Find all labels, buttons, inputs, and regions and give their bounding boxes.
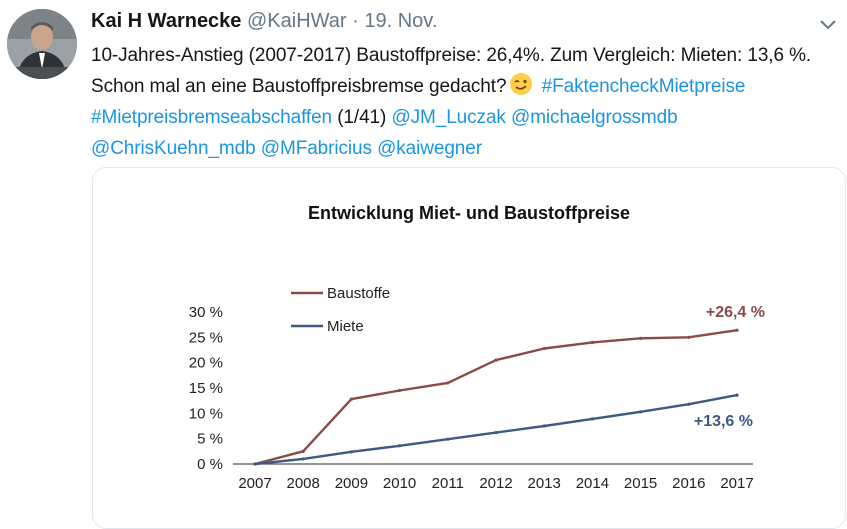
- x-tick-label: 2017: [720, 475, 753, 492]
- data-point-miete: [398, 444, 402, 448]
- avatar[interactable]: [7, 9, 77, 79]
- data-point-miete: [687, 402, 691, 406]
- data-point-miete: [735, 393, 739, 397]
- y-tick-label: 25 %: [189, 329, 223, 346]
- data-point-baustoffe: [398, 388, 402, 393]
- mention-mfabricius[interactable]: @MFabricius: [260, 138, 372, 159]
- x-tick-label: 2011: [432, 475, 464, 492]
- data-point-miete: [590, 417, 594, 421]
- legend-label-baustoffe: Baustoffe: [327, 285, 390, 302]
- mention-chriskuehn-mdb[interactable]: @ChrisKuehn_mdb: [91, 138, 256, 159]
- chart-title: Entwicklung Miet- und Baustoffpreise: [307, 203, 630, 223]
- x-tick-label: 2010: [383, 475, 416, 492]
- end-label-miete: +13,6 %: [694, 413, 753, 430]
- data-point-baustoffe: [494, 358, 498, 362]
- y-tick-label: 10 %: [189, 405, 223, 422]
- y-tick-label: 0 %: [197, 456, 223, 473]
- y-tick-label: 30 %: [189, 304, 223, 321]
- mention-michaelgrossmdb[interactable]: @michaelgrossmdb: [511, 107, 678, 128]
- data-point-baustoffe: [349, 397, 353, 401]
- data-point-baustoffe: [301, 449, 305, 453]
- mention-kaiwegner[interactable]: @kaiwegner: [377, 138, 482, 159]
- y-tick-label: 15 %: [189, 380, 223, 397]
- chevron-down-icon[interactable]: [818, 18, 838, 32]
- data-point-baustoffe: [446, 381, 450, 385]
- mention-jm-luczak[interactable]: @JM_Luczak: [391, 107, 506, 128]
- data-point-miete: [639, 410, 643, 414]
- x-tick-label: 2013: [528, 475, 561, 492]
- tweet-body: 10-Jahres-Anstieg (2007-2017) Baustoffpr…: [91, 45, 812, 97]
- y-tick-label: 5 %: [197, 431, 223, 448]
- tweet-text: 10-Jahres-Anstieg (2007-2017) Baustoffpr…: [91, 40, 836, 164]
- series-line-miete: [254, 393, 738, 466]
- data-point-miete: [494, 430, 498, 435]
- author-handle[interactable]: @KaiHWar: [247, 10, 347, 32]
- series-line-baustoffe: [254, 329, 738, 466]
- data-point-baustoffe: [735, 328, 739, 332]
- x-tick-label: 2012: [479, 475, 512, 492]
- y-tick-label: 20 %: [189, 355, 223, 372]
- hashtag-faktencheck[interactable]: #FaktencheckMietpreise: [541, 76, 746, 97]
- thread-count: (1/41): [337, 107, 387, 128]
- data-point-miete: [446, 437, 450, 441]
- x-tick-label: 2009: [335, 475, 368, 492]
- x-tick-label: 2008: [287, 475, 320, 492]
- data-point-miete: [542, 424, 546, 428]
- data-point-miete: [253, 462, 257, 466]
- data-point-baustoffe: [590, 340, 594, 344]
- x-tick-label: 2014: [576, 475, 609, 492]
- x-tick-label: 2007: [238, 475, 271, 492]
- wink-emoji-icon: [509, 72, 533, 96]
- end-label-baustoffe: +26,4 %: [706, 304, 765, 321]
- line-chart: 0 % 5 % 10 % 15 % 20 % 25 % 30 % 2007 2008 2009 20…: [189, 285, 765, 492]
- avatar-photo: [7, 9, 77, 79]
- separator-dot: ·: [352, 10, 359, 32]
- data-point-miete: [349, 450, 353, 454]
- hashtag-mietpreisbremse[interactable]: #Mietpreisbremseabschaffen: [91, 107, 333, 128]
- data-point-baustoffe: [542, 346, 546, 351]
- tweet-date[interactable]: 19. Nov.: [364, 10, 438, 32]
- data-point-baustoffe: [687, 335, 691, 339]
- x-tick-label: 2016: [672, 475, 705, 492]
- data-point-baustoffe: [639, 336, 643, 340]
- legend-label-miete: Miete: [327, 318, 364, 335]
- tweet-header: Kai H Warnecke @KaiHWar · 19. Nov.: [91, 8, 437, 34]
- author-name[interactable]: Kai H Warnecke: [91, 10, 242, 32]
- media-card[interactable]: Entwicklung Miet- und Baustoffpreise 0 %…: [92, 167, 846, 529]
- data-point-miete: [301, 457, 305, 461]
- x-tick-label: 2015: [624, 475, 657, 492]
